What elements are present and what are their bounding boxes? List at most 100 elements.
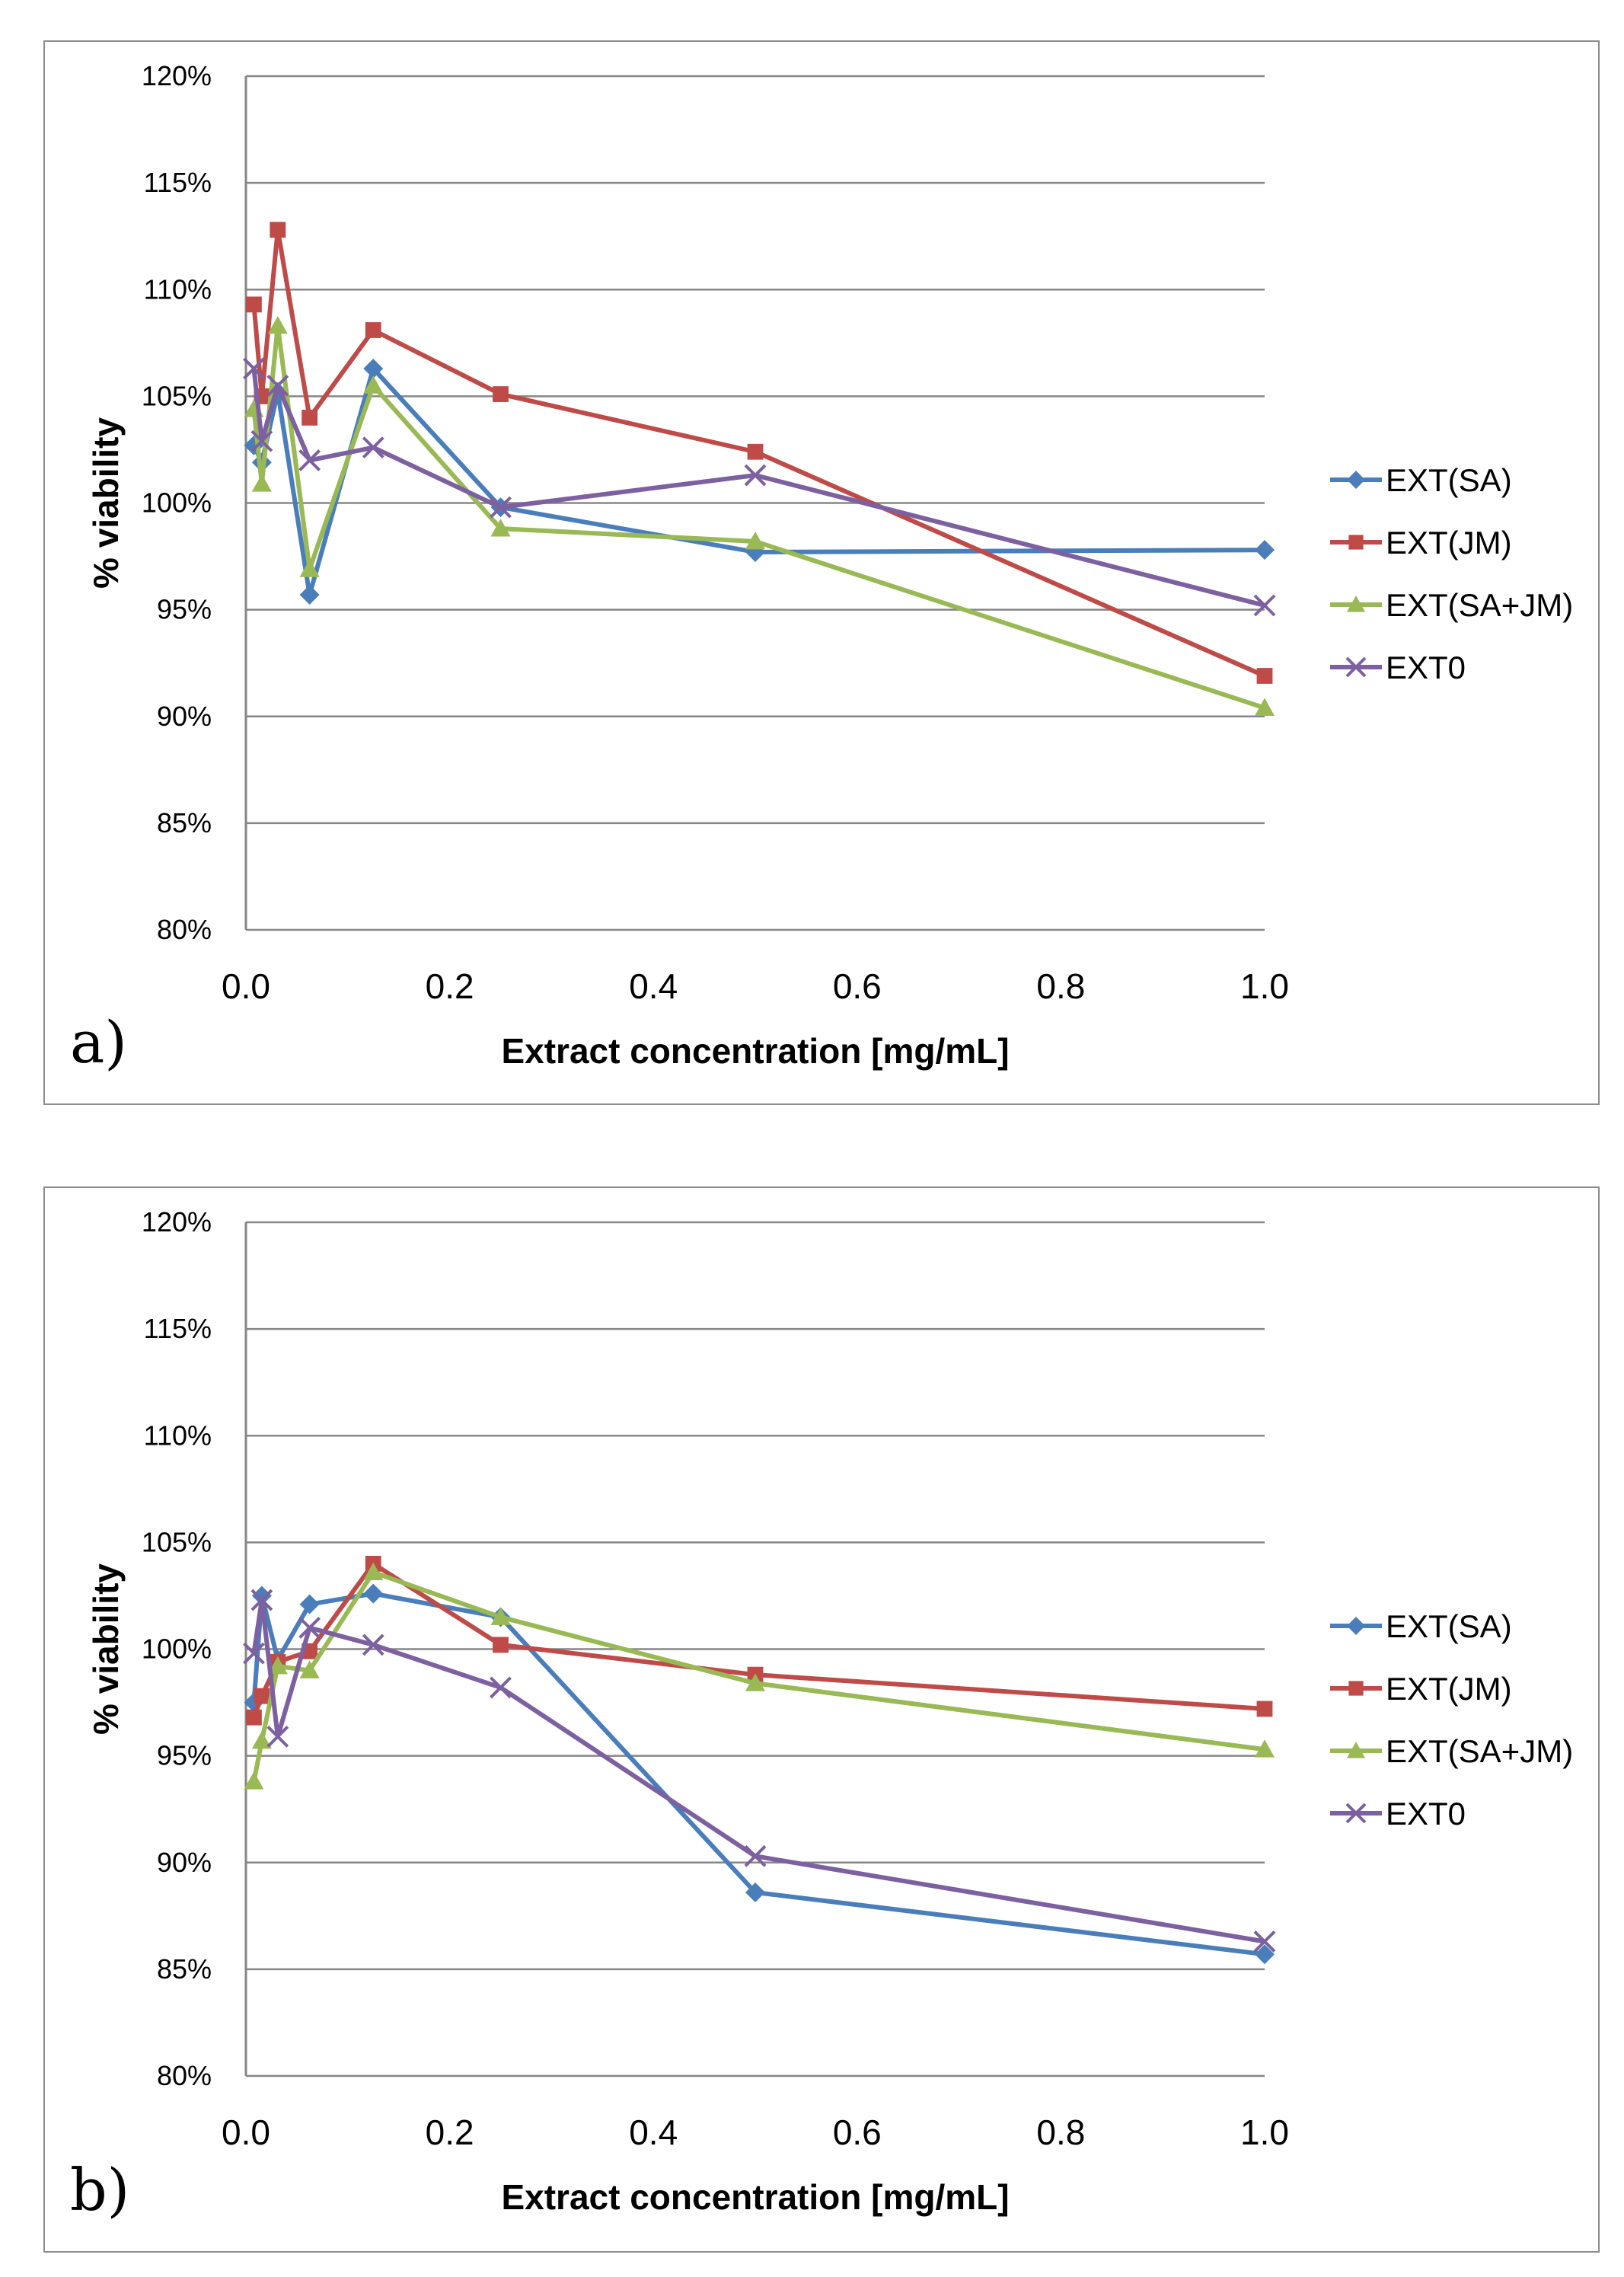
series-ext-sa-jm-: [244, 315, 1275, 716]
marker-x: [1253, 594, 1276, 617]
y-tick-label: 120%: [142, 1206, 212, 1238]
y-axis-title: % viability: [86, 417, 126, 589]
marker-square: [270, 222, 286, 238]
marker-x: [250, 1589, 273, 1611]
y-axis-title: % viability: [86, 1563, 126, 1735]
y-tick-label: 120%: [142, 60, 212, 91]
marker-triangle: [490, 519, 511, 537]
chart-border: [43, 1186, 1600, 2253]
marker-triangle: [251, 474, 272, 492]
y-tick-label: 110%: [144, 273, 212, 305]
marker-x: [1345, 1803, 1367, 1824]
series-ext0: [243, 1589, 1276, 1953]
marker-triangle: [1255, 698, 1275, 716]
marker-x-stroke: [1345, 656, 1367, 678]
y-tick-label: 105%: [142, 380, 212, 411]
marker-diamond: [1347, 1617, 1365, 1635]
marker-x-stroke: [490, 496, 512, 519]
y-tick-label: 100%: [142, 487, 212, 519]
marker-x: [243, 357, 265, 380]
marker-square: [1348, 1681, 1364, 1696]
marker-triangle: [1347, 1742, 1365, 1758]
y-tick-label: 85%: [157, 807, 212, 838]
marker-square: [1256, 1701, 1273, 1717]
x-tick-label: 1.0: [1240, 966, 1289, 1006]
y-tick-label: 85%: [157, 1953, 212, 1985]
y-tick-label: 80%: [157, 2060, 212, 2091]
marker-x-stroke: [250, 430, 273, 452]
legend-label: EXT0: [1386, 1796, 1466, 1832]
series-line: [251, 1570, 1265, 1782]
x-tick-label: 0.2: [426, 966, 474, 1006]
marker-square: [1256, 668, 1273, 684]
marker-diamond: [363, 358, 384, 378]
marker-triangle: [299, 1660, 320, 1678]
legend-label: EXT(JM): [1386, 1671, 1512, 1707]
series-ext-jm-: [246, 222, 1273, 684]
legend-item: EXT0: [1330, 650, 1466, 685]
marker-x: [298, 449, 321, 471]
marker-triangle: [251, 1731, 272, 1749]
legend-item: EXT(SA+JM): [1330, 1733, 1573, 1769]
chart-panel-a: 80% 85% 90% 95% 100% 105% 110% 115% 120% 0.0 0.2 0.…: [43, 40, 1600, 1105]
marker-square: [302, 410, 318, 426]
series-ext-sa-jm-: [244, 1562, 1275, 1790]
y-tick-label: 90%: [157, 701, 212, 732]
x-tick-label: 0.0: [222, 2113, 270, 2152]
x-axis-title: Extract concentration [mg/mL]: [501, 1031, 1009, 1071]
series-ext0: [243, 357, 1276, 617]
y-tick-label: 95%: [157, 1740, 212, 1771]
marker-x-stroke: [298, 449, 321, 471]
legend-item: EXT(SA): [1330, 462, 1512, 498]
marker-triangle: [745, 531, 765, 550]
panel-label: a): [70, 1008, 127, 1076]
x-tick-label: 0.4: [629, 2113, 678, 2152]
marker-diamond: [299, 1594, 320, 1614]
marker-square: [493, 386, 509, 402]
x-tick-label: 0.8: [1036, 2113, 1085, 2152]
y-tick-label: 95%: [157, 594, 212, 625]
marker-triangle: [363, 1562, 384, 1581]
marker-x-stroke: [362, 1634, 384, 1656]
marker-square: [254, 1688, 270, 1704]
legend-item: EXT(SA): [1330, 1608, 1512, 1644]
marker-triangle: [267, 315, 288, 334]
x-tick-label: 0.6: [833, 966, 882, 1006]
marker-diamond: [1255, 540, 1275, 560]
marker-x-stroke: [744, 1844, 767, 1867]
marker-x: [744, 1844, 767, 1867]
marker-x-stroke: [362, 436, 384, 459]
legend-item: EXT0: [1330, 1796, 1466, 1832]
legend-label: EXT(SA): [1386, 1608, 1512, 1644]
legend-item: EXT(JM): [1330, 1671, 1512, 1707]
marker-square: [1348, 535, 1364, 550]
x-tick-label: 0.8: [1036, 966, 1085, 1006]
marker-x-stroke: [266, 1725, 289, 1748]
legend-label: EXT(SA+JM): [1386, 587, 1573, 623]
marker-x: [1345, 656, 1367, 678]
marker-triangle: [745, 1673, 765, 1691]
marker-x-stroke: [1253, 594, 1276, 617]
marker-x-stroke: [266, 374, 289, 397]
y-tick-label: 110%: [144, 1420, 212, 1451]
marker-x-stroke: [243, 357, 265, 380]
marker-x: [490, 496, 512, 519]
series-line: [251, 323, 1265, 711]
legend-item: EXT(JM): [1330, 525, 1512, 560]
series-line: [251, 368, 1265, 608]
marker-diamond: [363, 1583, 384, 1604]
marker-x: [266, 374, 289, 397]
marker-x: [243, 1642, 265, 1665]
marker-x: [744, 464, 767, 487]
chart-panel-b: 80% 85% 90% 95% 100% 105% 110% 115% 120% 0.0 0.2 0.…: [43, 1186, 1600, 2253]
marker-square: [747, 443, 764, 460]
marker-triangle: [1347, 596, 1365, 612]
x-tick-label: 0.2: [426, 2113, 474, 2152]
series-line: [251, 227, 1266, 679]
marker-x: [490, 1676, 512, 1699]
marker-x: [250, 430, 273, 452]
x-axis-title: Extract concentration [mg/mL]: [501, 2177, 1009, 2217]
marker-x-stroke: [250, 1589, 273, 1611]
marker-x: [1253, 1930, 1276, 1953]
